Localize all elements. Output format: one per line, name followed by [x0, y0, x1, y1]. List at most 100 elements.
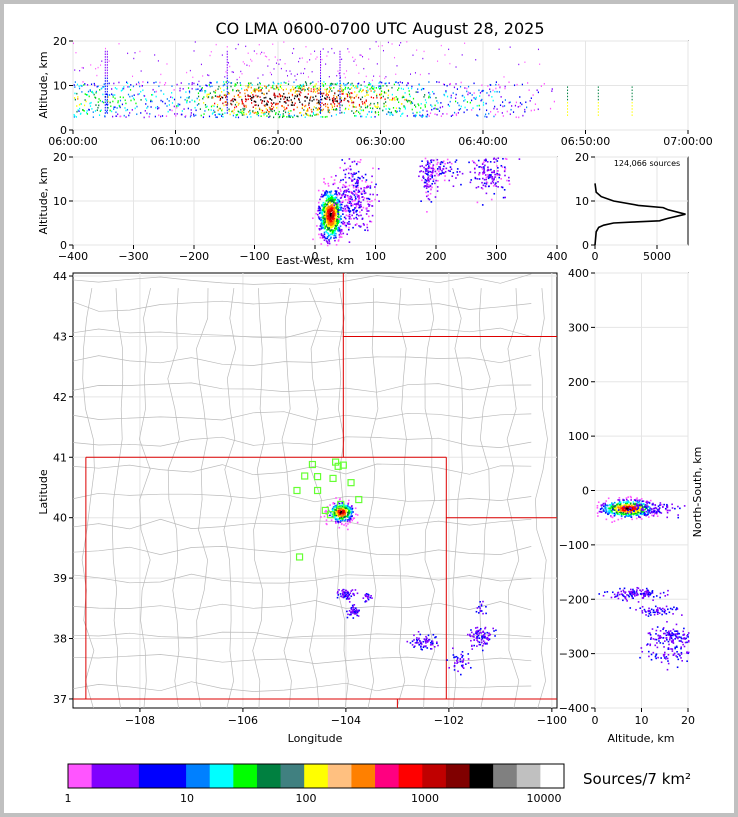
ew-source-point	[436, 158, 439, 161]
source-point	[77, 98, 79, 100]
source-point	[147, 105, 149, 108]
ew-source-point	[333, 237, 335, 239]
ew-source-point	[343, 193, 346, 196]
ew-source-point	[502, 196, 505, 199]
plan-source-point	[347, 508, 350, 510]
time-tick-label: 06:30:00	[356, 135, 405, 148]
source-point	[109, 109, 111, 112]
ns-source-point	[623, 499, 625, 501]
source-point	[370, 87, 372, 90]
source-point	[299, 90, 301, 93]
ns-source-point	[663, 657, 666, 659]
ew-alt-tick-label: 10	[53, 195, 67, 208]
plan-source-point	[343, 508, 346, 511]
source-point	[316, 98, 318, 101]
plan-source-point	[345, 511, 348, 513]
source-point	[521, 83, 523, 86]
ew-source-point	[335, 232, 337, 235]
plan-source-point	[476, 607, 479, 609]
ew-source-point	[351, 214, 353, 217]
ew-source-point	[357, 196, 359, 198]
source-point	[124, 107, 126, 109]
source-point	[336, 105, 338, 107]
ns-source-point	[624, 597, 627, 600]
ns-source-point	[624, 507, 626, 509]
plan-source-point	[342, 596, 344, 599]
source-point	[303, 72, 305, 75]
source-point	[314, 50, 316, 52]
plan-source-point	[357, 610, 360, 613]
source-point	[392, 106, 395, 109]
ew-source-point	[349, 196, 351, 198]
plan-source-point	[335, 522, 337, 524]
source-point	[320, 101, 322, 104]
source-point	[631, 98, 633, 101]
source-point	[457, 102, 459, 104]
ns-source-point	[656, 607, 659, 609]
source-point	[324, 103, 326, 105]
ns-source-point	[615, 507, 618, 509]
source-point	[357, 96, 360, 99]
plan-source-point	[479, 643, 481, 646]
ns-source-point	[641, 509, 644, 512]
plan-source-point	[345, 525, 348, 527]
ew-source-point	[429, 185, 432, 188]
ew-source-point	[475, 186, 478, 189]
ns-source-point	[626, 502, 629, 504]
ns-source-point	[680, 653, 683, 655]
source-point	[192, 76, 194, 79]
source-point	[92, 116, 94, 118]
source-point	[358, 72, 360, 74]
ew-source-point	[329, 205, 332, 207]
plan-source-point	[480, 639, 483, 641]
ew-source-point	[324, 209, 327, 211]
source-point	[121, 87, 124, 90]
source-point	[240, 84, 242, 86]
source-point	[320, 72, 322, 74]
source-point	[275, 112, 277, 114]
source-point	[394, 110, 396, 112]
source-point	[341, 111, 343, 114]
ew-source-point	[343, 221, 346, 224]
ew-source-point	[331, 232, 334, 234]
ew-source-point	[337, 209, 340, 211]
source-point	[631, 101, 633, 104]
ew-source-point	[340, 215, 342, 217]
source-point	[287, 104, 289, 107]
ew-source-point	[324, 194, 327, 197]
source-point	[266, 92, 268, 95]
source-point	[288, 92, 290, 95]
source-point	[246, 89, 249, 92]
ew-source-point	[345, 185, 348, 188]
ew-source-point	[329, 229, 331, 232]
source-point	[537, 108, 539, 111]
ns-source-point	[639, 503, 642, 506]
ew-source-point	[327, 197, 330, 200]
source-point	[337, 94, 340, 97]
source-point	[259, 96, 261, 98]
source-point	[89, 102, 91, 105]
source-point	[120, 89, 122, 92]
source-point	[195, 114, 197, 117]
ew-source-point	[328, 239, 330, 241]
county-line	[72, 354, 532, 366]
source-point	[335, 100, 337, 102]
ew-source-point	[422, 170, 425, 173]
source-point	[247, 52, 249, 54]
ns-source-point	[683, 637, 686, 639]
source-point	[104, 69, 106, 72]
source-point	[481, 84, 483, 87]
source-point	[254, 104, 256, 107]
plan-source-point	[338, 513, 341, 515]
ew-source-point	[333, 232, 336, 235]
ns-source-point	[656, 611, 659, 614]
source-point	[345, 107, 347, 110]
source-point	[232, 114, 234, 117]
source-point	[106, 93, 108, 96]
ns-source-point	[627, 509, 630, 511]
ns-source-point	[687, 636, 689, 638]
plan-source-point	[413, 634, 415, 637]
ns-source-point	[648, 632, 651, 634]
source-point	[412, 97, 415, 100]
ew-source-point	[336, 220, 338, 223]
